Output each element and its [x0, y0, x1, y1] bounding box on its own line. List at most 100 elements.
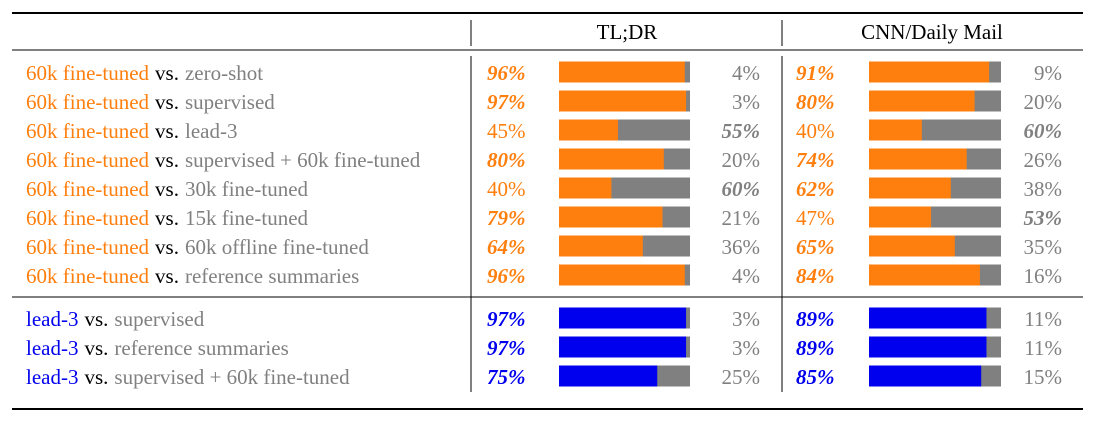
row-label-left: 60k fine-tuned: [26, 90, 150, 114]
cnn-win-pct: 47%: [796, 206, 835, 230]
cnn-loss-pct: 15%: [1024, 365, 1063, 389]
row-label: 60k fine-tuned vs. 15k fine-tuned: [26, 206, 309, 230]
tldr-bar-win: [559, 206, 663, 228]
row-label-vs: vs.: [155, 264, 179, 288]
tldr-loss-pct: 60%: [722, 177, 761, 201]
row-label: 60k fine-tuned vs. supervised + 60k fine-t…: [26, 148, 421, 172]
row-label: lead-3 vs. supervised + 60k fine-tuned: [26, 365, 350, 389]
tldr-loss-pct: 21%: [722, 206, 761, 230]
row-label: 60k fine-tuned vs. zero-shot: [26, 61, 263, 85]
tldr-win-pct: 96%: [487, 264, 526, 288]
cnn-loss-pct: 20%: [1024, 90, 1063, 114]
tldr-bar-win: [559, 90, 687, 112]
cnn-bar-win: [869, 336, 987, 358]
row-label-right: supervised + 60k fine-tuned: [185, 148, 421, 172]
row-label-vs: vs.: [155, 235, 179, 259]
row-label-left: 60k fine-tuned: [26, 61, 150, 85]
cnn-bar-win: [869, 365, 982, 387]
row-label-left: lead-3: [26, 336, 78, 360]
row-label-vs: vs.: [155, 148, 179, 172]
cnn-loss-pct: 16%: [1024, 264, 1063, 288]
row-label-vs: vs.: [155, 61, 179, 85]
row-label-right: supervised: [114, 307, 204, 331]
tldr-win-pct: 45%: [487, 119, 526, 143]
row-label: lead-3 vs. supervised: [26, 307, 205, 331]
cnn-win-pct: 80%: [796, 90, 835, 114]
row-label-left: lead-3: [26, 307, 78, 331]
tldr-loss-pct: 36%: [722, 235, 761, 259]
cnn-win-pct: 91%: [796, 61, 835, 85]
cnn-loss-pct: 9%: [1034, 61, 1062, 85]
tldr-win-pct: 97%: [487, 90, 526, 114]
column-header-tldr: TL;DR: [597, 20, 658, 44]
row-label: lead-3 vs. reference summaries: [26, 336, 289, 360]
cnn-win-pct: 89%: [796, 336, 835, 360]
tldr-win-pct: 97%: [487, 307, 526, 331]
cnn-bar-win: [869, 90, 975, 112]
row-label-left: 60k fine-tuned: [26, 264, 150, 288]
row-label-vs: vs.: [155, 206, 179, 230]
tldr-win-pct: 80%: [487, 148, 526, 172]
tldr-win-pct: 75%: [487, 365, 526, 389]
row-label-right: reference summaries: [114, 336, 288, 360]
cnn-bar-win: [869, 206, 932, 228]
row-label-left: 60k fine-tuned: [26, 235, 150, 259]
row-label-right: zero-shot: [185, 61, 263, 85]
cnn-bar-win: [869, 264, 980, 286]
tldr-bar-win: [559, 307, 687, 329]
tldr-bar-win: [559, 336, 687, 358]
cnn-win-pct: 89%: [796, 307, 835, 331]
tldr-loss-pct: 3%: [732, 307, 760, 331]
tldr-loss-pct: 20%: [722, 148, 761, 172]
row-label-left: 60k fine-tuned: [26, 177, 150, 201]
row-label-vs: vs.: [155, 90, 179, 114]
tldr-win-pct: 40%: [487, 177, 526, 201]
tldr-win-pct: 96%: [487, 61, 526, 85]
tldr-bar-win: [559, 264, 685, 286]
cnn-bar-win: [869, 61, 990, 83]
cnn-loss-pct: 35%: [1024, 235, 1063, 259]
tldr-win-pct: 97%: [487, 336, 526, 360]
row-label: 60k fine-tuned vs. lead-3: [26, 119, 237, 143]
tldr-win-pct: 79%: [487, 206, 526, 230]
tldr-win-pct: 64%: [487, 235, 526, 259]
cnn-bar-win: [869, 119, 922, 141]
row-label-vs: vs.: [84, 307, 108, 331]
cnn-win-pct: 62%: [796, 177, 835, 201]
cnn-bar-win: [869, 148, 967, 170]
chart-rows: 60k fine-tuned vs. zero-shot 96% 4% 91% 9%60k …: [26, 61, 1062, 389]
tldr-loss-pct: 55%: [722, 119, 761, 143]
row-label-left: 60k fine-tuned: [26, 119, 150, 143]
cnn-bar-win: [869, 307, 987, 329]
cnn-loss-pct: 38%: [1024, 177, 1063, 201]
cnn-loss-pct: 11%: [1024, 336, 1062, 360]
row-label-right: supervised + 60k fine-tuned: [114, 365, 350, 389]
row-label: 60k fine-tuned vs. reference summaries: [26, 264, 359, 288]
row-label-left: 60k fine-tuned: [26, 148, 150, 172]
tldr-loss-pct: 25%: [722, 365, 761, 389]
row-label: 60k fine-tuned vs. supervised: [26, 90, 275, 114]
row-label-right: lead-3: [185, 119, 237, 143]
tldr-loss-pct: 3%: [732, 336, 760, 360]
cnn-loss-pct: 11%: [1024, 307, 1062, 331]
row-label: 60k fine-tuned vs. 30k fine-tuned: [26, 177, 309, 201]
row-label-vs: vs.: [84, 365, 108, 389]
cnn-win-pct: 74%: [796, 148, 835, 172]
row-label-right: 15k fine-tuned: [185, 206, 309, 230]
cnn-win-pct: 65%: [796, 235, 835, 259]
row-label-vs: vs.: [155, 177, 179, 201]
row-label-left: lead-3: [26, 365, 78, 389]
tldr-bar-win: [559, 235, 643, 257]
cnn-win-pct: 85%: [796, 365, 835, 389]
row-label-right: reference summaries: [185, 264, 359, 288]
row-label-left: 60k fine-tuned: [26, 206, 150, 230]
column-header-cnn: CNN/Daily Mail: [861, 20, 1003, 44]
tldr-bar-win: [559, 148, 664, 170]
cnn-loss-pct: 60%: [1024, 119, 1063, 143]
row-label-right: 60k offline fine-tuned: [185, 235, 369, 259]
tldr-bar-win: [559, 365, 658, 387]
tldr-loss-pct: 4%: [732, 264, 760, 288]
cnn-loss-pct: 26%: [1024, 148, 1063, 172]
tldr-loss-pct: 4%: [732, 61, 760, 85]
